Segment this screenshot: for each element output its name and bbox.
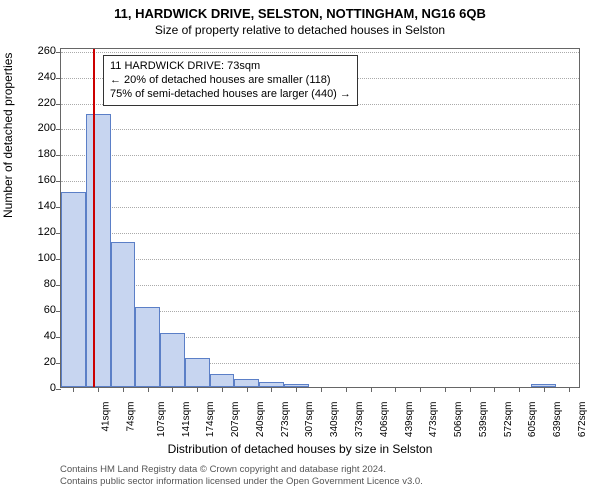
y-tick-mark	[56, 52, 61, 53]
x-axis-label: Distribution of detached houses by size …	[0, 442, 600, 456]
annotation-box: 11 HARDWICK DRIVE: 73sqm← 20% of detache…	[103, 55, 358, 106]
x-tick-mark	[123, 387, 124, 392]
y-tick-label: 220	[18, 97, 56, 109]
histogram-bar	[185, 358, 210, 387]
histogram-bar	[234, 379, 259, 387]
gridline	[61, 233, 579, 234]
x-tick-label: 74sqm	[126, 402, 137, 432]
plot-area: 11 HARDWICK DRIVE: 73sqm← 20% of detache…	[60, 48, 580, 388]
gridline	[61, 129, 579, 130]
histogram-bar	[210, 374, 235, 387]
histogram-bar	[111, 242, 136, 387]
y-tick-mark	[56, 181, 61, 182]
y-tick-label: 60	[18, 304, 56, 316]
y-tick-label: 80	[18, 278, 56, 290]
y-tick-label: 200	[18, 122, 56, 134]
x-tick-mark	[569, 387, 570, 392]
y-tick-label: 100	[18, 252, 56, 264]
y-tick-label: 240	[18, 71, 56, 83]
gridline	[61, 207, 579, 208]
y-tick-label: 160	[18, 174, 56, 186]
x-tick-label: 340sqm	[329, 402, 340, 438]
attribution-footer: Contains HM Land Registry data © Crown c…	[60, 464, 423, 488]
x-tick-label: 373sqm	[354, 402, 365, 438]
gridline	[61, 181, 579, 182]
y-axis-label: Number of detached properties	[1, 53, 15, 218]
x-tick-mark	[271, 387, 272, 392]
x-tick-label: 207sqm	[230, 402, 241, 438]
y-tick-label: 120	[18, 226, 56, 238]
y-tick-mark	[56, 155, 61, 156]
y-tick-mark	[56, 78, 61, 79]
histogram-bar	[61, 192, 86, 387]
x-tick-label: 439sqm	[404, 402, 415, 438]
y-tick-label: 140	[18, 200, 56, 212]
x-tick-mark	[371, 387, 372, 392]
x-tick-mark	[470, 387, 471, 392]
y-tick-label: 260	[18, 45, 56, 57]
x-tick-label: 639sqm	[552, 402, 563, 438]
y-tick-label: 180	[18, 148, 56, 160]
x-tick-mark	[197, 387, 198, 392]
annotation-line-1: 11 HARDWICK DRIVE: 73sqm	[110, 60, 351, 74]
property-marker-line	[93, 49, 95, 387]
y-tick-mark	[56, 129, 61, 130]
x-tick-mark	[420, 387, 421, 392]
x-tick-label: 406sqm	[379, 402, 390, 438]
x-tick-label: 41sqm	[101, 402, 112, 432]
annotation-line-3: 75% of semi-detached houses are larger (…	[110, 88, 351, 102]
x-tick-label: 240sqm	[255, 402, 266, 438]
x-tick-label: 107sqm	[156, 402, 167, 438]
footer-line-1: Contains HM Land Registry data © Crown c…	[60, 464, 423, 476]
y-tick-mark	[56, 389, 61, 390]
x-tick-mark	[494, 387, 495, 392]
x-tick-mark	[247, 387, 248, 392]
x-tick-label: 605sqm	[527, 402, 538, 438]
x-tick-mark	[321, 387, 322, 392]
x-tick-mark	[148, 387, 149, 392]
x-tick-mark	[172, 387, 173, 392]
gridline	[61, 259, 579, 260]
chart-title-main: 11, HARDWICK DRIVE, SELSTON, NOTTINGHAM,…	[0, 0, 600, 21]
y-tick-label: 20	[18, 356, 56, 368]
x-tick-mark	[222, 387, 223, 392]
x-tick-mark	[445, 387, 446, 392]
gridline	[61, 52, 579, 53]
x-tick-label: 141sqm	[181, 402, 192, 438]
x-tick-label: 307sqm	[305, 402, 316, 438]
histogram-bar	[135, 307, 160, 387]
x-tick-mark	[519, 387, 520, 392]
x-tick-mark	[73, 387, 74, 392]
x-tick-mark	[98, 387, 99, 392]
gridline	[61, 285, 579, 286]
x-tick-label: 473sqm	[428, 402, 439, 438]
x-tick-label: 672sqm	[577, 402, 588, 438]
annotation-line-2: ← 20% of detached houses are smaller (11…	[110, 74, 351, 88]
x-tick-label: 506sqm	[453, 402, 464, 438]
x-tick-mark	[544, 387, 545, 392]
x-tick-label: 539sqm	[478, 402, 489, 438]
y-tick-label: 0	[18, 382, 56, 394]
x-tick-mark	[346, 387, 347, 392]
y-tick-label: 40	[18, 330, 56, 342]
x-tick-mark	[395, 387, 396, 392]
gridline	[61, 155, 579, 156]
footer-line-2: Contains public sector information licen…	[60, 476, 423, 488]
y-tick-mark	[56, 104, 61, 105]
histogram-bar	[86, 114, 111, 387]
x-tick-mark	[296, 387, 297, 392]
histogram-bar	[160, 333, 185, 388]
x-tick-label: 273sqm	[280, 402, 291, 438]
chart-title-sub: Size of property relative to detached ho…	[0, 21, 600, 37]
x-tick-label: 572sqm	[503, 402, 514, 438]
x-tick-label: 174sqm	[206, 402, 217, 438]
